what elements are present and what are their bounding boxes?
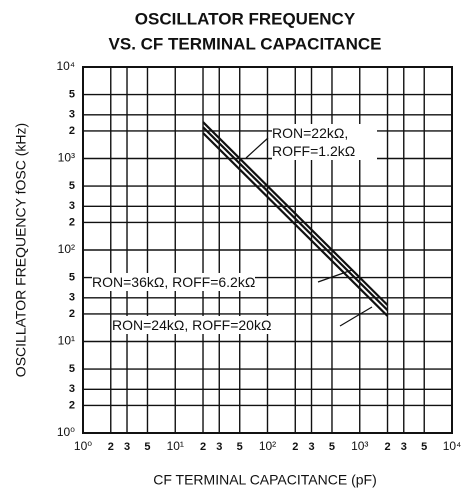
x-tick-label: 5 (421, 441, 427, 453)
y-tick-label: 3 (69, 109, 75, 121)
x-tick-label: 10³ (351, 439, 368, 453)
x-tick-label: 5 (329, 441, 335, 453)
y-tick-label: 10⁴ (56, 59, 75, 73)
x-axis-label: CF TERMINAL CAPACITANCE (pF) (153, 472, 377, 488)
x-tick-label: 10⁴ (443, 439, 462, 453)
plot-frame (82, 66, 453, 434)
x-tick-label: 2 (108, 441, 114, 453)
series-label-box: RON=24kΩ, ROFF=20kΩ (112, 316, 272, 334)
y-tick-label: 3 (69, 200, 75, 212)
x-tick-label: 10⁰ (74, 439, 92, 453)
y-tick-label: 10⁰ (57, 425, 75, 439)
y-tick-label: 10² (58, 242, 75, 256)
series-label: RON=36kΩ, ROFF=6.2kΩ (92, 273, 256, 291)
y-tick-label: 2 (69, 125, 75, 137)
series-label: RON=24kΩ, ROFF=20kΩ (112, 316, 272, 334)
x-tick-label: 3 (401, 441, 407, 453)
series-label-box: RON=22kΩ, ROFF=1.2kΩ (272, 124, 377, 160)
x-tick-label: 10² (259, 439, 276, 453)
y-tick-label: 2 (69, 308, 75, 320)
chart-subtitle: VS. CF TERMINAL CAPACITANCE (109, 34, 382, 53)
x-tick-label: 2 (292, 441, 298, 453)
x-tick-label: 2 (200, 441, 206, 453)
x-tick-label: 10¹ (167, 439, 184, 453)
y-tick-label: 2 (69, 216, 75, 228)
leader-line (317, 269, 353, 283)
y-axis-label: OSCILLATOR FREQUENCY fOSC (kHz) (13, 123, 29, 377)
series-line (202, 126, 389, 311)
x-tick-label: 3 (308, 441, 314, 453)
y-tick-label: 10³ (58, 151, 75, 165)
x-tick-label: 3 (216, 441, 222, 453)
y-tick-label: 5 (69, 271, 75, 283)
x-tick-label: 5 (144, 441, 150, 453)
x-tick-label: 2 (384, 441, 390, 453)
series-label: RON=22kΩ, ROFF=1.2kΩ (272, 124, 377, 160)
y-tick-label: 3 (69, 292, 75, 304)
x-tick-label: 5 (237, 441, 243, 453)
y-tick-label: 2 (69, 399, 75, 411)
series-line (202, 132, 389, 317)
leader-line (339, 306, 373, 327)
series-label-box: RON=36kΩ, ROFF=6.2kΩ (92, 273, 256, 291)
y-tick-label: 5 (69, 180, 75, 192)
x-tick-label: 3 (124, 441, 130, 453)
chart-title: OSCILLATOR FREQUENCY (135, 9, 356, 28)
y-tick-label: 5 (69, 363, 75, 375)
series-line (202, 121, 389, 306)
leader-line (245, 137, 269, 159)
y-tick-label: 3 (69, 383, 75, 395)
y-tick-label: 5 (69, 88, 75, 100)
y-tick-label: 10¹ (58, 334, 75, 348)
